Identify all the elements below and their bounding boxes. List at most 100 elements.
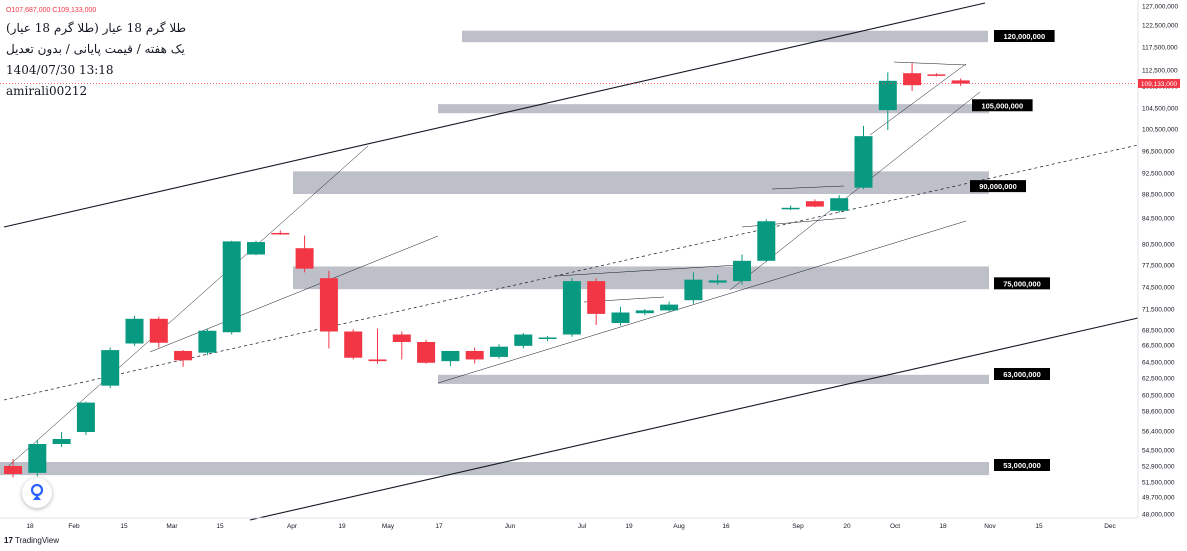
x-tick-label: May	[382, 523, 395, 530]
trend-line	[869, 63, 967, 136]
level-label: 75,000,000	[994, 277, 1050, 290]
x-tick-label: 16	[722, 523, 730, 530]
location-pin-icon[interactable]	[22, 478, 52, 508]
x-tick-label: 15	[1035, 523, 1043, 530]
candle	[125, 316, 144, 346]
candle	[198, 328, 217, 356]
trend-line	[149, 235, 439, 353]
y-tick-label: 104,500,000	[1142, 106, 1179, 113]
candle	[733, 254, 751, 285]
level-label: 120,000,000	[994, 30, 1055, 42]
candle	[951, 78, 970, 86]
x-tick-label: 17	[435, 523, 443, 530]
candle	[490, 344, 508, 359]
y-tick-label: 62,500,000	[1142, 376, 1175, 383]
x-tick-label: Jun	[505, 523, 516, 530]
candle	[222, 240, 241, 335]
y-tick-label: 74,500,000	[1142, 285, 1175, 292]
svg-text:109,133,000: 109,133,000	[1141, 81, 1178, 88]
support-resistance-zone	[438, 104, 989, 114]
y-tick-label: 64,500,000	[1142, 360, 1175, 367]
y-tick-label: 66,500,000	[1142, 343, 1175, 350]
svg-text:120,000,000: 120,000,000	[1003, 32, 1045, 41]
y-tick-label: 84,500,000	[1142, 216, 1175, 223]
y-tick-label: 92,500,000	[1142, 171, 1175, 178]
y-tick-label: 127,000,000	[1142, 4, 1179, 11]
candle	[684, 272, 703, 304]
x-tick-label: Jul	[578, 523, 587, 530]
trend-line	[3, 144, 1139, 401]
ohlc-readout: O107,687,000 C109,133,000	[6, 7, 97, 14]
candle	[271, 230, 290, 235]
y-tick-label: 100,500,000	[1142, 127, 1179, 134]
svg-text:63,000,000: 63,000,000	[1003, 370, 1041, 379]
y-tick-label: 80,500,000	[1142, 242, 1175, 249]
x-tick-label: 15	[216, 523, 224, 530]
trend-line	[437, 220, 967, 384]
x-tick-label: 19	[338, 523, 346, 530]
candle	[903, 63, 922, 91]
x-tick-label: Feb	[68, 523, 80, 530]
candle	[295, 235, 314, 273]
y-tick-label: 54,500,000	[1142, 448, 1175, 455]
y-tick-label: 49,700,000	[1142, 495, 1175, 502]
candle	[708, 274, 727, 285]
candle	[878, 72, 897, 131]
x-tick-label: Nov	[984, 523, 996, 530]
candle	[368, 328, 387, 364]
level-label: 90,000,000	[970, 180, 1026, 193]
support-resistance-zone	[293, 171, 989, 194]
candle	[101, 347, 120, 389]
candle	[441, 350, 460, 366]
y-tick-label: 88,500,000	[1142, 192, 1175, 199]
x-tick-label: Aug	[673, 523, 685, 530]
candle	[149, 316, 168, 348]
candle	[514, 333, 533, 349]
y-tick-label: 52,900,000	[1142, 464, 1175, 471]
chart-timestamp: 1404/07/30 13:18	[6, 63, 114, 77]
trend-line	[3, 2, 986, 228]
candle	[611, 306, 630, 326]
chart-title: طلا گرم 18 عیار (طلا گرم 18 عیار)	[6, 21, 187, 35]
y-tick-label: 112,500,000	[1142, 68, 1178, 75]
candle	[562, 278, 581, 337]
x-tick-label: 18	[26, 523, 34, 530]
y-tick-label: 51,500,000	[1142, 480, 1175, 487]
candle	[538, 336, 557, 342]
svg-text:90,000,000: 90,000,000	[979, 182, 1017, 191]
x-tick-label: Oct	[890, 523, 900, 530]
last-price-label: 109,133,000	[1138, 78, 1180, 88]
y-tick-label: 122,500,000	[1142, 23, 1179, 30]
candle	[76, 401, 95, 435]
trend-line	[555, 264, 739, 277]
x-tick-label: Mar	[166, 523, 178, 530]
candle	[319, 270, 338, 349]
candle	[344, 329, 363, 360]
support-resistance-zone	[462, 30, 988, 43]
tradingview-brand[interactable]: 17 TradingView	[4, 536, 60, 545]
y-tick-label: 96,500,000	[1142, 149, 1175, 156]
candle	[392, 331, 411, 360]
y-tick-label: 48,000,000	[1142, 512, 1175, 519]
support-resistance-zone	[0, 462, 989, 476]
candle	[465, 347, 484, 364]
candle	[805, 199, 824, 208]
candle	[28, 440, 47, 477]
candle	[854, 125, 873, 190]
chart-subtitle: یک هفته / قیمت پایانی / بدون تعدیل	[6, 42, 185, 56]
trend-line	[249, 317, 1139, 521]
x-tick-label: Apr	[287, 523, 298, 530]
level-label: 63,000,000	[994, 368, 1050, 380]
candle	[52, 432, 71, 447]
y-tick-label: 56,400,000	[1142, 429, 1175, 436]
candle	[635, 309, 654, 316]
y-tick-label: 77,500,000	[1142, 263, 1175, 270]
support-resistance-zone	[438, 374, 989, 384]
y-tick-label: 60,500,000	[1142, 393, 1175, 400]
candle	[587, 278, 606, 326]
candle	[830, 195, 849, 213]
svg-text:53,000,000: 53,000,000	[1003, 461, 1041, 470]
candle	[781, 205, 800, 211]
candle	[4, 459, 22, 478]
y-tick-label: 68,500,000	[1142, 328, 1175, 335]
